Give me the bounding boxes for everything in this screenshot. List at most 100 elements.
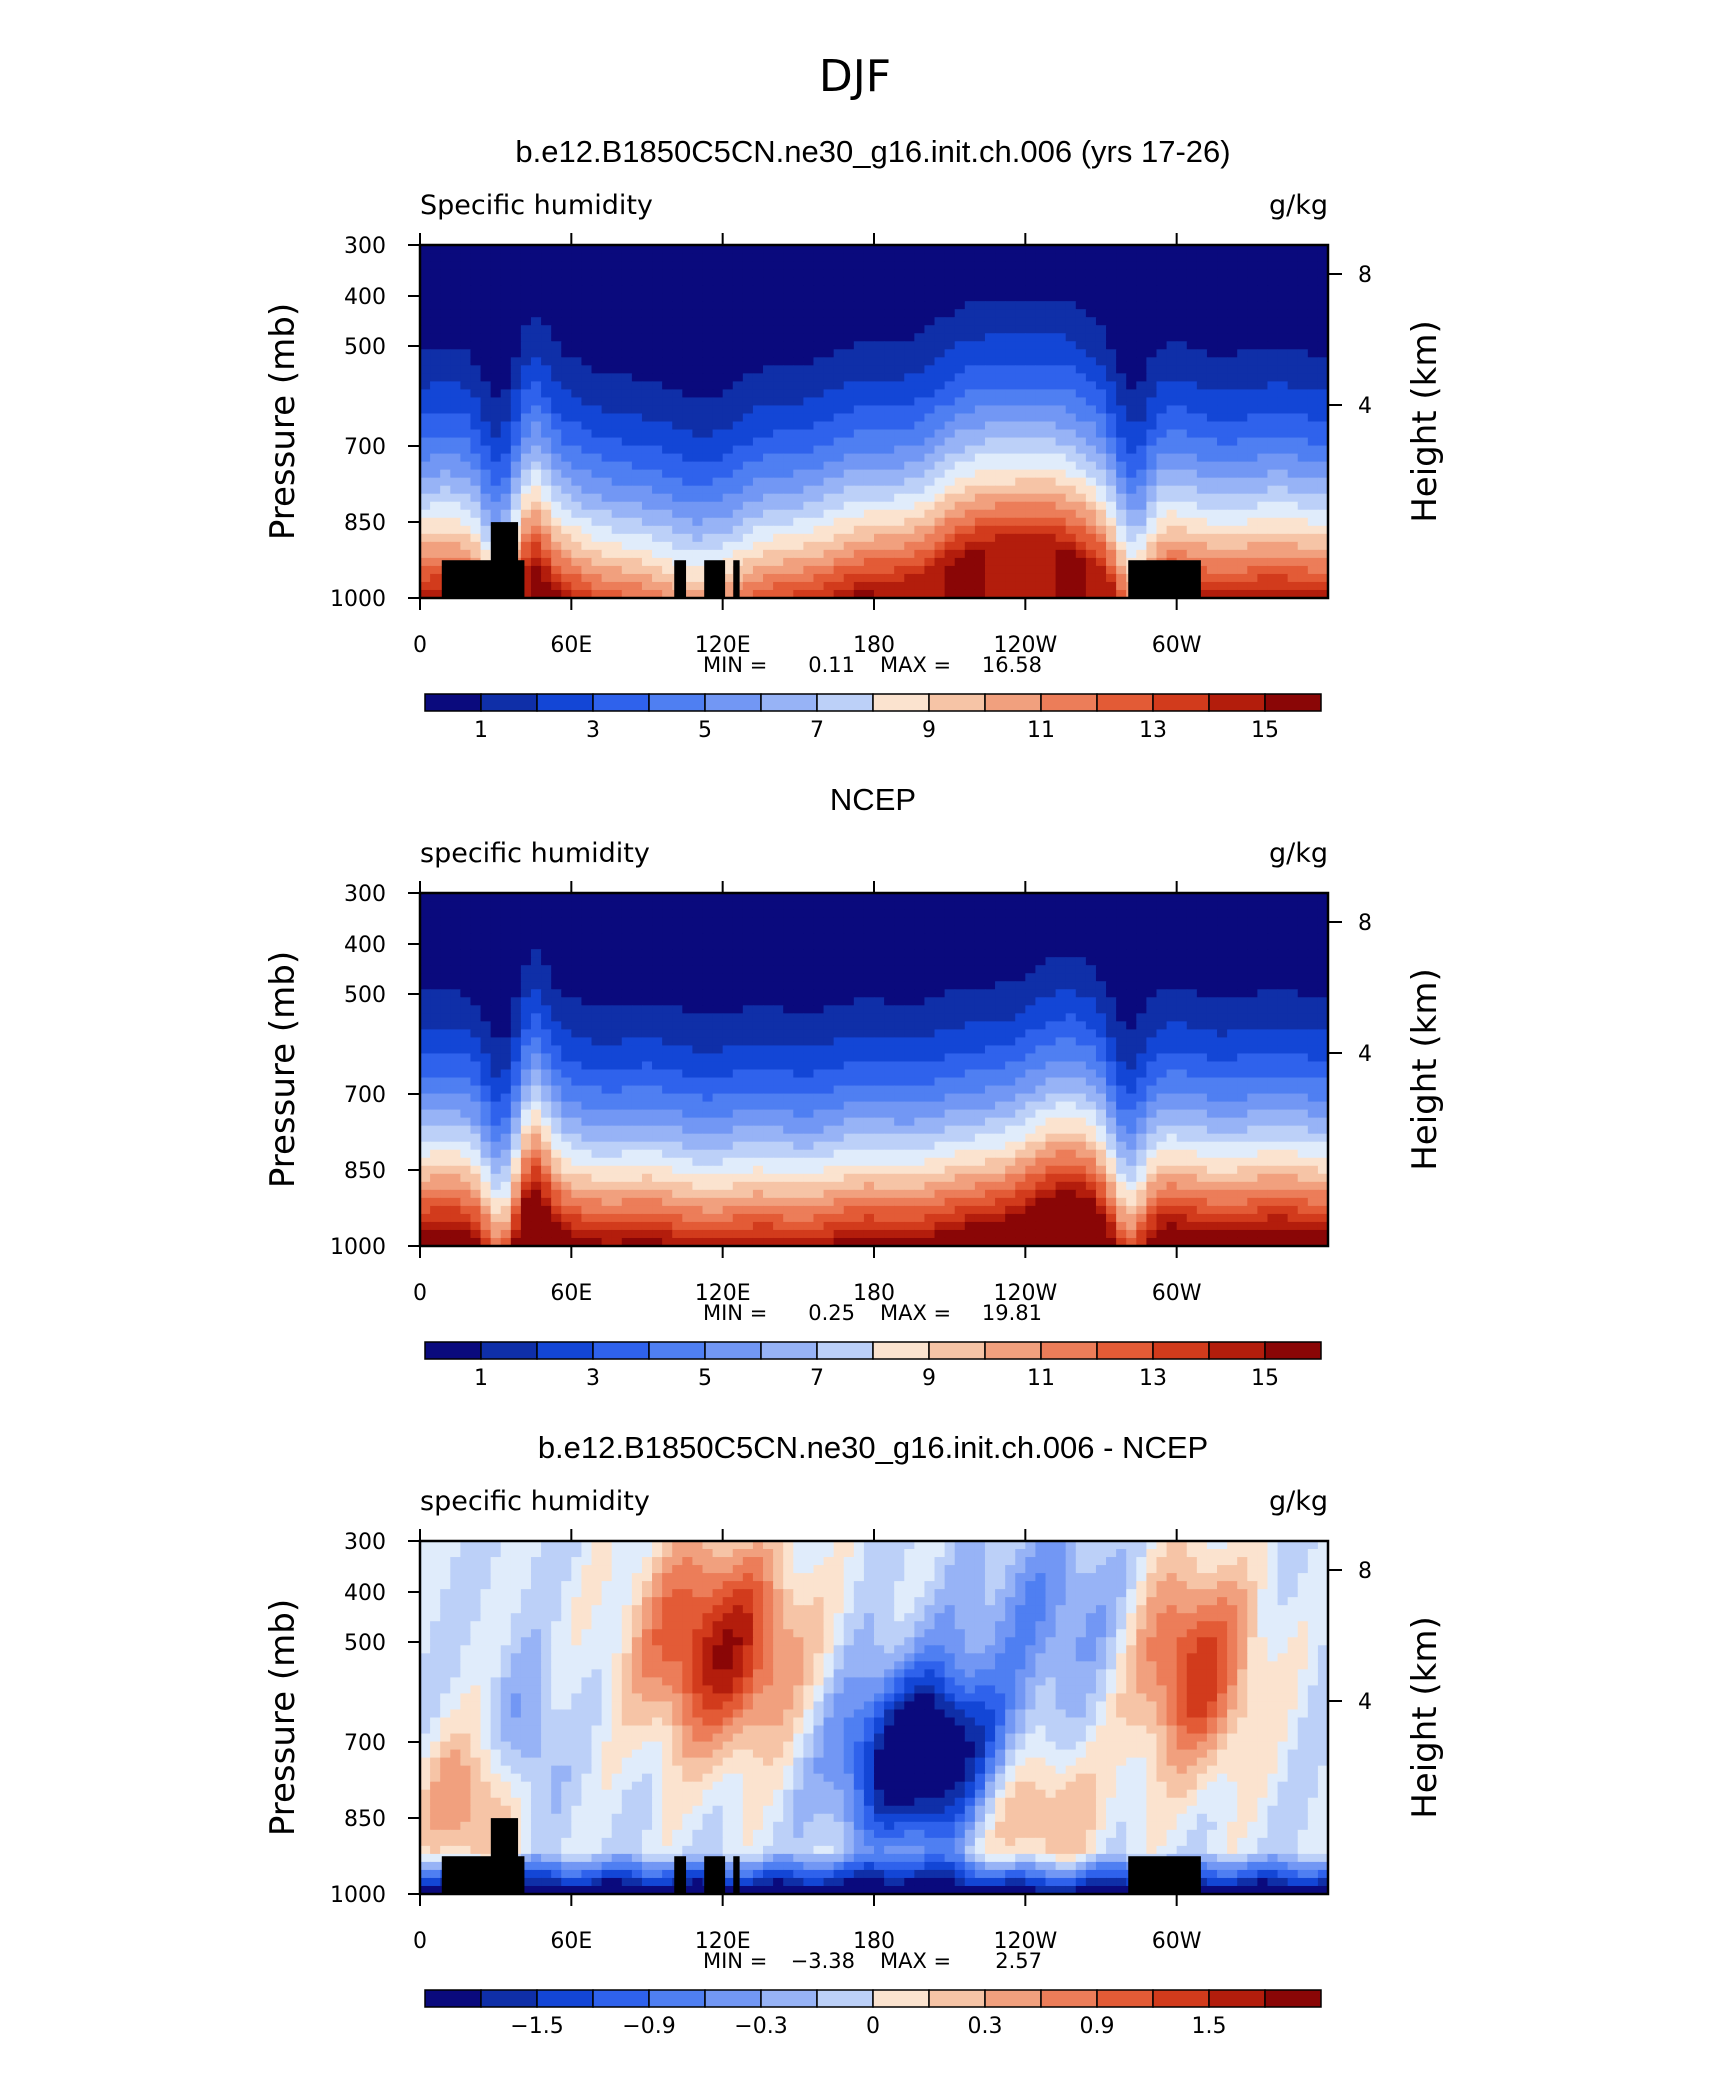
heatmap-cell (1136, 413, 1147, 423)
heatmap-cell (1317, 397, 1329, 407)
heatmap-cell (984, 573, 996, 583)
heatmap-cell (995, 269, 1006, 278)
heatmap-cell (1065, 301, 1077, 310)
heatmap-cell (470, 373, 482, 382)
heatmap-cell (1206, 317, 1218, 326)
heatmap-cell (1005, 445, 1016, 455)
heatmap-cell (944, 957, 956, 966)
heatmap-cell (1277, 565, 1289, 575)
heatmap-cell (793, 357, 804, 366)
heatmap-cell (1247, 557, 1258, 567)
heatmap-cell (1065, 285, 1077, 294)
heatmap-cell (480, 893, 492, 902)
heatmap-cell (1196, 461, 1208, 471)
heatmap-cell (510, 301, 522, 310)
heatmap-cell (843, 557, 855, 567)
heatmap-cell (500, 469, 512, 479)
heatmap-cell (712, 309, 724, 318)
heatmap-cell (843, 533, 855, 543)
heatmap-cell (1075, 285, 1087, 294)
heatmap-cell (1045, 261, 1057, 270)
heatmap-cell (1025, 573, 1037, 583)
heatmap-cell (500, 309, 512, 318)
heatmap-cell (793, 285, 804, 294)
heatmap-cell (904, 253, 915, 262)
heatmap-cell (954, 925, 966, 934)
heatmap-cell (621, 957, 633, 966)
heatmap-cell (1317, 477, 1329, 487)
heatmap-cell (1196, 917, 1208, 926)
heatmap-cell (702, 957, 714, 966)
heatmap-cell (541, 373, 552, 382)
heatmap-cell (631, 389, 643, 399)
heatmap-cell (1217, 245, 1228, 254)
heatmap-cell (662, 461, 673, 471)
heatmap-cell (1176, 541, 1188, 551)
heatmap-cell (984, 461, 996, 471)
heatmap-cell (1186, 421, 1198, 431)
heatmap-cell (440, 253, 451, 262)
heatmap-cell (803, 429, 815, 439)
heatmap-cell (641, 509, 653, 519)
heatmap-cell (863, 965, 875, 974)
heatmap-cell (1015, 309, 1026, 318)
heatmap-cell (1237, 477, 1248, 487)
heatmap-cell (1317, 941, 1329, 950)
heatmap-cell (1126, 965, 1137, 974)
heatmap-cell (823, 581, 835, 591)
heatmap-cell (924, 301, 936, 310)
heatmap-cell (652, 301, 663, 310)
heatmap-cell (1045, 581, 1057, 591)
heatmap-cell (450, 901, 461, 910)
heatmap-cell (783, 269, 794, 278)
heatmap-cell (1146, 501, 1158, 511)
heatmap-cell (1065, 381, 1077, 391)
heatmap-cell (1126, 349, 1137, 358)
heatmap-cell (652, 293, 663, 302)
heatmap-cell (530, 397, 542, 407)
heatmap-cell (853, 557, 865, 567)
heatmap-cell (924, 285, 936, 294)
heatmap-cell (470, 525, 482, 535)
heatmap-cell (1085, 269, 1097, 278)
heatmap-cell (843, 405, 855, 415)
heatmap-cell (843, 901, 855, 910)
heatmap-cell (773, 429, 784, 439)
heatmap-cell (1247, 429, 1258, 439)
heatmap-cell (1005, 381, 1016, 391)
heatmap-cell (581, 437, 593, 447)
heatmap-cell (1045, 301, 1057, 310)
heatmap-cell (793, 909, 804, 918)
heatmap-cell (823, 405, 835, 415)
heatmap-cell (964, 541, 976, 551)
heatmap-cell (1267, 413, 1279, 423)
heatmap-cell (984, 949, 996, 958)
heatmap-cell (551, 405, 562, 415)
heatmap-cell (1035, 333, 1047, 342)
heatmap-cell (1176, 453, 1188, 463)
heatmap-cell (1217, 517, 1228, 527)
heatmap-cell (1217, 485, 1228, 495)
heatmap-cell (1015, 349, 1026, 358)
heatmap-cell (1307, 325, 1319, 334)
heatmap-cell (1267, 909, 1279, 918)
heatmap-cell (1257, 301, 1269, 310)
heatmap-cell (1287, 325, 1299, 334)
heatmap-cell (924, 445, 936, 455)
heatmap-cell (682, 373, 693, 382)
heatmap-cell (1166, 373, 1178, 382)
heatmap-cell (1065, 437, 1077, 447)
heatmap-cell (1015, 925, 1026, 934)
heatmap-cell (611, 413, 623, 423)
heatmap-cell (964, 509, 976, 519)
heatmap-cell (984, 405, 996, 415)
heatmap-cell (1075, 949, 1087, 958)
heatmap-cell (702, 285, 714, 294)
heatmap-cell (1176, 285, 1188, 294)
heatmap-cell (692, 973, 704, 982)
heatmap-cell (884, 541, 895, 551)
heatmap-cell (742, 357, 754, 366)
heatmap-cell (1237, 253, 1248, 262)
heatmap-cell (995, 517, 1006, 527)
heatmap-cell (510, 253, 522, 262)
